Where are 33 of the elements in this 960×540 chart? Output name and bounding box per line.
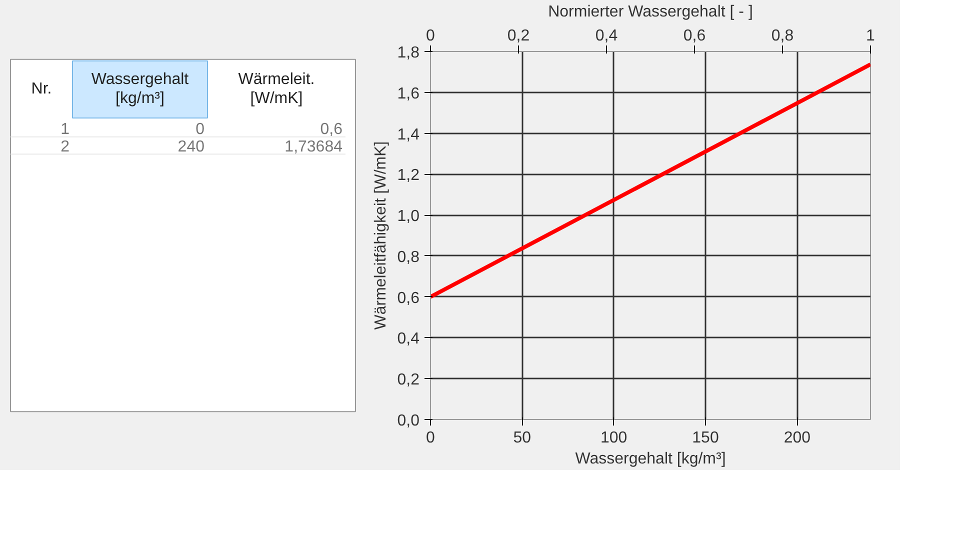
x-tick-label: 150 <box>692 430 719 446</box>
y-tick-label: 0,2 <box>397 372 420 389</box>
x-tick-label: 100 <box>600 430 628 446</box>
text: 0 <box>196 121 205 138</box>
x-axis-title: Wassergehalt [kg/m³] <box>575 450 726 468</box>
y-tick-label: 0,8 <box>397 248 420 266</box>
x-tick-label: 50 <box>513 430 532 446</box>
x-tick-label: 200 <box>784 430 811 446</box>
text: 0,6 <box>320 121 343 138</box>
y-tick-label: 0,6 <box>397 290 420 307</box>
text: 240 <box>178 138 205 156</box>
text: 1 <box>60 121 70 138</box>
text: Wärmeleit. [W/mK] <box>238 71 315 107</box>
text: Wassergehalt [kg/m³] <box>91 71 190 107</box>
y-tick-label: 1,6 <box>397 85 420 102</box>
x2-tick-label: 1 <box>866 28 876 44</box>
y-tick-label: 0,0 <box>397 412 420 430</box>
x2-tick-label: 0,2 <box>507 28 530 44</box>
x2-tick-label: 0,8 <box>771 28 794 44</box>
text: Nr. <box>31 80 52 98</box>
x2-axis-title: Normierter Wassergehalt [ - ] <box>548 4 753 20</box>
x2-tick-label: 0,4 <box>595 28 618 44</box>
y-tick-label: 1,4 <box>397 126 420 144</box>
text: 2 <box>60 138 70 156</box>
y-tick-label: 1,2 <box>397 167 420 184</box>
x-tick-label: 0 <box>426 430 436 446</box>
y-tick-label: 0,4 <box>397 330 420 348</box>
text: 1,73684 <box>284 138 343 156</box>
x2-tick-label: 0 <box>426 28 436 44</box>
y-axis-title: Wärmeleitfähigkeit [W/mK] <box>372 141 390 330</box>
x2-tick-label: 0,6 <box>683 28 706 44</box>
y-tick-label: 1,8 <box>397 44 420 62</box>
y-tick-label: 1,0 <box>397 208 420 226</box>
